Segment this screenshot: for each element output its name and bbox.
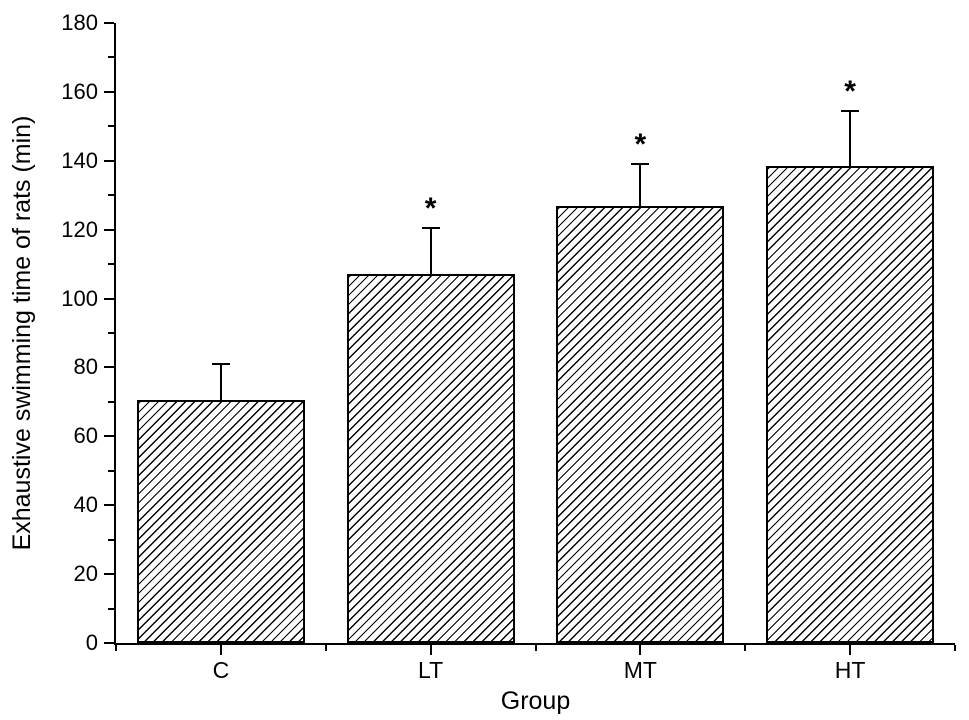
y-minor-tick bbox=[108, 469, 114, 472]
bar-LT bbox=[346, 274, 515, 643]
x-tick-label: LT bbox=[418, 657, 444, 683]
y-major-tick bbox=[104, 22, 114, 24]
y-major-tick bbox=[104, 573, 114, 576]
error-bar-cap bbox=[211, 363, 230, 365]
bar-C bbox=[136, 400, 305, 643]
y-major-tick bbox=[104, 366, 114, 369]
error-bar-cap bbox=[841, 109, 860, 112]
x-minor-tick bbox=[115, 645, 117, 651]
y-tick-label: 120 bbox=[61, 216, 98, 242]
bar-MT bbox=[556, 205, 725, 643]
significance-asterisk: * bbox=[634, 128, 647, 162]
y-tick-label: 160 bbox=[61, 78, 98, 104]
error-bar-cap bbox=[421, 226, 440, 229]
error-bar-line bbox=[219, 364, 222, 401]
x-major-tick bbox=[429, 645, 432, 655]
y-major-tick bbox=[104, 504, 114, 507]
y-major-tick bbox=[104, 228, 114, 231]
x-minor-tick bbox=[324, 645, 327, 651]
x-major-tick bbox=[219, 645, 222, 655]
x-axis-line bbox=[114, 643, 955, 645]
error-bar-line bbox=[429, 227, 432, 275]
x-tick-label: HT bbox=[834, 657, 866, 683]
error-bar-cap bbox=[631, 163, 650, 166]
y-minor-tick bbox=[108, 194, 114, 197]
y-tick-label: 20 bbox=[73, 561, 98, 587]
y-tick-label: 80 bbox=[73, 354, 98, 380]
error-bar-line bbox=[639, 164, 642, 206]
y-minor-tick bbox=[108, 538, 114, 541]
y-axis-title: Exhaustive swimming time of rats (min) bbox=[8, 115, 36, 551]
significance-asterisk: * bbox=[844, 74, 856, 108]
significance-asterisk: * bbox=[424, 191, 437, 225]
x-major-tick bbox=[849, 645, 852, 655]
y-minor-tick bbox=[108, 400, 114, 403]
y-axis-line bbox=[114, 23, 116, 645]
y-tick-label: 180 bbox=[61, 10, 98, 35]
y-minor-tick bbox=[108, 263, 114, 266]
y-minor-tick bbox=[108, 607, 114, 610]
y-tick-label: 0 bbox=[85, 630, 98, 655]
y-minor-tick bbox=[108, 56, 114, 59]
y-minor-tick bbox=[108, 332, 114, 334]
y-major-tick bbox=[104, 90, 114, 93]
y-tick-label: 40 bbox=[73, 492, 98, 518]
y-major-tick bbox=[104, 159, 114, 162]
x-minor-tick bbox=[954, 645, 956, 651]
y-major-tick bbox=[104, 297, 114, 300]
y-major-tick bbox=[104, 435, 114, 438]
bar-HT bbox=[766, 165, 935, 643]
y-minor-tick bbox=[108, 125, 114, 128]
x-minor-tick bbox=[534, 645, 537, 651]
y-tick-label: 100 bbox=[61, 285, 98, 311]
y-tick-label: 60 bbox=[73, 423, 98, 449]
y-major-tick bbox=[104, 642, 114, 644]
x-axis-title: Group bbox=[500, 687, 571, 715]
x-tick-label: C bbox=[212, 657, 230, 683]
x-major-tick bbox=[639, 645, 642, 655]
error-bar-line bbox=[849, 110, 852, 166]
x-minor-tick bbox=[744, 645, 747, 651]
y-tick-label: 140 bbox=[61, 147, 98, 173]
x-tick-label: MT bbox=[623, 657, 657, 683]
